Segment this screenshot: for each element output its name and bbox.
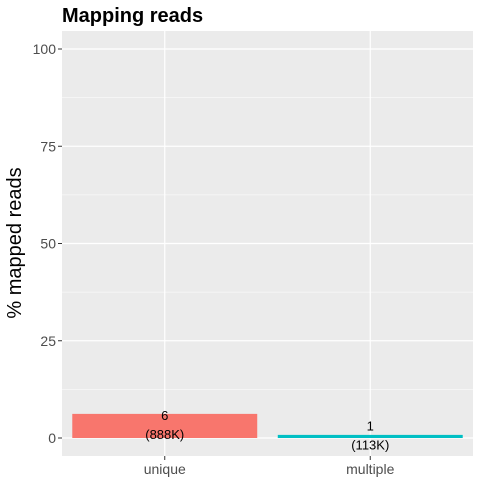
y-tick-label: 100 — [33, 41, 57, 57]
y-axis-label: % mapped reads — [4, 167, 26, 318]
x-tick-label: unique — [144, 461, 186, 477]
x-tick-label: multiple — [346, 461, 394, 477]
data-label-value: 1 — [367, 418, 374, 433]
chart-title: Mapping reads — [62, 5, 203, 27]
y-tick-label: 0 — [48, 430, 56, 446]
y-tick-label: 50 — [40, 236, 56, 252]
data-label-count: (888K) — [145, 427, 184, 442]
data-label-value: 6 — [161, 408, 168, 423]
y-tick-label: 75 — [40, 138, 56, 154]
y-tick-label: 25 — [40, 333, 56, 349]
y-axis-ticks: 0 25 50 75 100 — [33, 41, 62, 446]
data-label-count: (113K) — [351, 437, 389, 452]
x-axis-ticks: unique multiple — [144, 456, 395, 477]
